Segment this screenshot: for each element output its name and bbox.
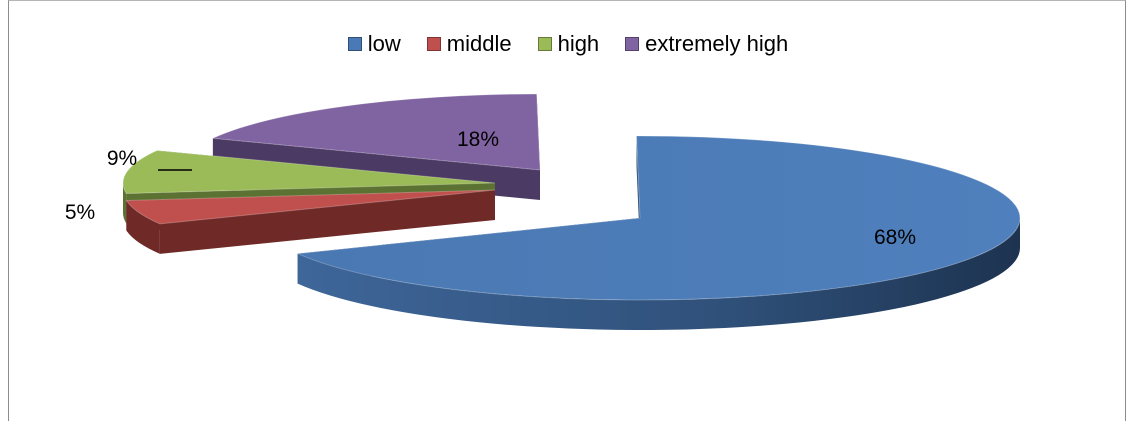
legend-item-low: low	[347, 31, 401, 57]
pie-slice-low-side	[297, 218, 1020, 330]
data-label-low: 68%	[874, 226, 916, 249]
pie-slice-middle-top	[125, 189, 496, 225]
pie-slice-middle-side	[126, 200, 160, 254]
legend: low middle high extremely high	[9, 31, 1127, 57]
legend-item-middle: middle	[426, 31, 512, 57]
pie-slice-extremely-high-top	[210, 93, 541, 171]
legend-swatch-middle	[426, 37, 441, 51]
legend-swatch-low	[347, 37, 362, 51]
legend-item-high: high	[537, 31, 600, 57]
legend-swatch-high	[537, 37, 552, 51]
legend-label-low: low	[367, 31, 401, 56]
data-label-middle: 5%	[65, 201, 95, 224]
pie-slice-high-top	[122, 149, 496, 194]
data-label-high: 9%	[107, 147, 137, 170]
pie-slice-high-side	[123, 183, 127, 224]
pie-slice-low-top	[295, 135, 1021, 301]
legend-label-extremely-high: extremely high	[645, 31, 789, 56]
pie-slice-middle	[125, 189, 496, 254]
legend-label-middle: middle	[446, 31, 512, 56]
pie-slice-low	[295, 135, 1021, 330]
legend-item-extremely-high: extremely high	[625, 31, 788, 57]
legend-label-high: high	[557, 31, 600, 56]
data-label-extremely-high: 18%	[457, 128, 499, 151]
legend-swatch-extremely-high	[625, 37, 640, 51]
